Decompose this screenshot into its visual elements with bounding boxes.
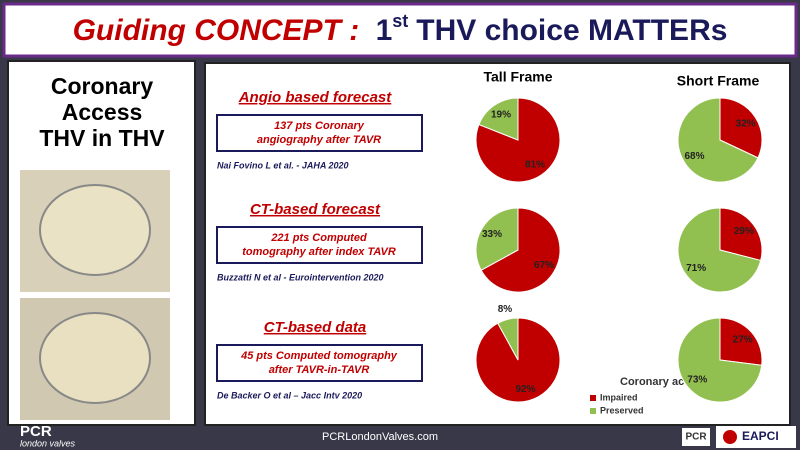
title-part: 1 [376,14,393,47]
study-text: angiography after TAVR [257,134,381,146]
row-heading: CT-based forecast [250,201,381,218]
citation: De Backer O et al – Jacc Intv 2020 [217,390,362,400]
pie-slice [475,97,561,183]
left-text: Access [62,99,143,125]
pie-label: 81% [525,160,545,171]
pie-slice [475,207,519,271]
valve-image [39,184,151,276]
footer-logo: EAPCI [742,429,779,443]
pie-label: 67% [534,260,554,271]
row-heading: Angio based forecast [238,89,393,106]
column-header: Short Frame [677,73,760,89]
study-text: 137 pts Coronary [274,120,365,132]
column-header: Tall Frame [484,69,553,85]
pie-label: 71% [686,263,706,274]
title-part: THV choice MATTERs [416,14,727,47]
pie-label: 33% [482,229,502,240]
pie-slice [719,97,763,159]
title-bar [2,2,798,58]
valve-image [39,312,151,404]
slide-title: Guiding CONCEPT : 1st THV choice MATTERs [73,11,728,47]
pie-label: 29% [734,226,754,237]
citation: Buzzatti N et al - Eurointervention 2020 [217,272,384,282]
title-sup: st [392,11,408,31]
logo-box [716,426,796,448]
citation: Nai Fovino L et al. - JAHA 2020 [217,160,349,170]
legend-label: Impaired [600,392,638,402]
logo-box [682,428,710,446]
pie-slice [677,97,759,183]
study-text: 221 pts Computed [270,232,367,244]
pie-label: 27% [733,335,753,346]
pie-slice [677,207,762,293]
footer-url: PCRLondonValves.com [322,431,438,443]
legend-swatch [590,408,596,414]
pie-slice [478,97,519,141]
pie-label: 73% [687,375,707,386]
pie-slice [677,317,763,403]
study-text: after TAVR-in-TAVR [269,364,370,376]
study-box [216,114,423,152]
logo-icon [723,430,737,444]
row-heading: CT-based data [264,319,367,336]
study-box [216,226,423,264]
pie-slice [719,207,763,262]
pie-label: 32% [736,118,756,129]
pie-label: 19% [491,110,511,121]
pie-label: 8% [498,304,513,315]
legend-label: Preserved [600,405,644,415]
left-text: THV in THV [39,125,165,151]
study-text: tomography after index TAVR [242,246,396,258]
footer-logo: PCR [20,423,52,440]
study-text: 45 pts Computed tomography [240,350,398,362]
pie-slice [480,207,561,293]
study-box [216,344,423,382]
pie-label: 92% [516,384,536,395]
pie-slice [719,317,763,366]
footer-logo: london valves [20,438,76,448]
footer-logo: PCR [685,432,707,443]
title-part: Guiding CONCEPT : [73,14,360,47]
left-text: Coronary [51,73,153,99]
pie-slice [497,317,519,361]
legend-swatch [590,395,596,401]
footer-bar [0,426,800,450]
pie-label: 68% [684,151,704,162]
